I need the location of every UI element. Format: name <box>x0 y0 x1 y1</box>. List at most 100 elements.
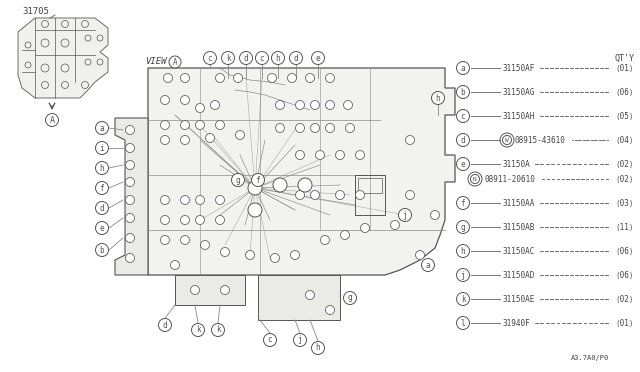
Text: g: g <box>461 222 465 231</box>
Circle shape <box>310 190 319 199</box>
Circle shape <box>95 122 109 135</box>
Circle shape <box>456 86 470 99</box>
Circle shape <box>125 177 134 186</box>
Circle shape <box>456 221 470 234</box>
Text: N: N <box>473 176 477 182</box>
Circle shape <box>180 196 189 205</box>
Circle shape <box>180 96 189 105</box>
Text: ⟨01⟩: ⟨01⟩ <box>616 318 634 327</box>
Circle shape <box>298 178 312 192</box>
Polygon shape <box>115 118 148 275</box>
Circle shape <box>296 190 305 199</box>
Text: j: j <box>298 336 302 344</box>
Circle shape <box>296 100 305 109</box>
Circle shape <box>456 244 470 257</box>
Text: l: l <box>461 318 465 327</box>
Circle shape <box>221 247 230 257</box>
Circle shape <box>195 121 205 129</box>
Text: 31150AB: 31150AB <box>503 222 536 231</box>
Circle shape <box>161 121 170 129</box>
Circle shape <box>344 100 353 109</box>
Circle shape <box>248 181 262 195</box>
Circle shape <box>159 318 172 331</box>
Circle shape <box>312 51 324 64</box>
Circle shape <box>95 161 109 174</box>
Circle shape <box>248 203 262 217</box>
Circle shape <box>326 305 335 314</box>
Text: j: j <box>403 211 407 219</box>
Text: d: d <box>163 321 167 330</box>
Circle shape <box>125 214 134 222</box>
Text: f: f <box>461 199 465 208</box>
Circle shape <box>195 215 205 224</box>
Circle shape <box>326 100 335 109</box>
Circle shape <box>340 231 349 240</box>
Circle shape <box>294 334 307 346</box>
Circle shape <box>305 74 314 83</box>
Circle shape <box>239 51 253 64</box>
Text: c: c <box>268 336 272 344</box>
Circle shape <box>456 134 470 147</box>
Circle shape <box>95 221 109 234</box>
Text: g: g <box>236 176 240 185</box>
Text: c: c <box>260 54 264 62</box>
Text: h: h <box>461 247 465 256</box>
Text: d: d <box>461 135 465 144</box>
Circle shape <box>205 134 214 142</box>
Circle shape <box>310 124 319 132</box>
Text: h: h <box>316 343 320 353</box>
Circle shape <box>326 74 335 83</box>
Circle shape <box>264 334 276 346</box>
Text: ⟨05⟩: ⟨05⟩ <box>616 112 634 121</box>
Circle shape <box>195 196 205 205</box>
Circle shape <box>125 144 134 153</box>
Text: 08915-43610: 08915-43610 <box>515 135 566 144</box>
Text: 31940F: 31940F <box>503 318 531 327</box>
Circle shape <box>125 234 134 243</box>
Circle shape <box>346 124 355 132</box>
Text: 31150AE: 31150AE <box>503 295 536 304</box>
Text: h: h <box>436 93 440 103</box>
Text: g: g <box>348 294 352 302</box>
Circle shape <box>296 124 305 132</box>
Circle shape <box>456 269 470 282</box>
Circle shape <box>95 141 109 154</box>
Circle shape <box>125 125 134 135</box>
Circle shape <box>291 250 300 260</box>
Circle shape <box>221 51 234 64</box>
Text: 31150AG: 31150AG <box>503 87 536 96</box>
Text: ⟨06⟩: ⟨06⟩ <box>616 270 634 279</box>
Circle shape <box>161 215 170 224</box>
Circle shape <box>234 74 243 83</box>
Circle shape <box>355 151 365 160</box>
Circle shape <box>456 61 470 74</box>
Text: j: j <box>461 270 465 279</box>
Text: a: a <box>461 64 465 73</box>
Circle shape <box>200 241 209 250</box>
Text: ⟨04⟩: ⟨04⟩ <box>616 135 634 144</box>
Circle shape <box>221 285 230 295</box>
Circle shape <box>216 215 225 224</box>
Bar <box>358 178 382 193</box>
Circle shape <box>422 259 435 272</box>
Circle shape <box>502 135 511 144</box>
Text: e: e <box>100 224 104 232</box>
Circle shape <box>415 250 424 260</box>
Circle shape <box>273 178 287 192</box>
Circle shape <box>431 211 440 219</box>
Circle shape <box>289 51 303 64</box>
Text: 31150AF: 31150AF <box>503 64 536 73</box>
Text: k: k <box>461 295 465 304</box>
Text: W: W <box>505 138 509 142</box>
Text: 31150AD: 31150AD <box>503 270 536 279</box>
Circle shape <box>232 173 244 186</box>
Circle shape <box>305 291 314 299</box>
Circle shape <box>161 196 170 205</box>
Circle shape <box>125 196 134 205</box>
Circle shape <box>161 135 170 144</box>
Circle shape <box>180 74 189 83</box>
Circle shape <box>321 235 330 244</box>
Circle shape <box>125 253 134 263</box>
Text: d: d <box>244 54 248 62</box>
Text: h: h <box>100 164 104 173</box>
